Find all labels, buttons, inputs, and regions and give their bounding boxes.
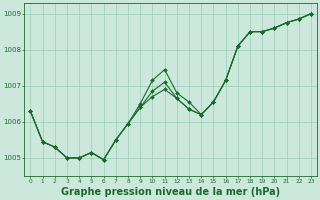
X-axis label: Graphe pression niveau de la mer (hPa): Graphe pression niveau de la mer (hPa)	[61, 187, 280, 197]
